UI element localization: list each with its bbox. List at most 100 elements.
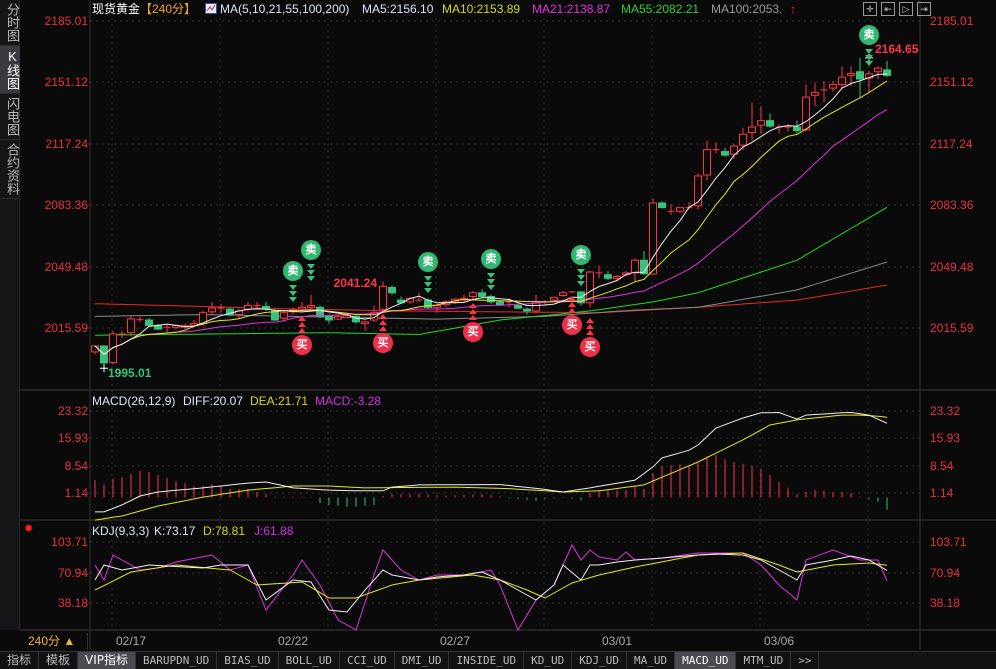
sell-signal-icon[interactable]: 卖 — [859, 24, 879, 45]
buy-signal-icon[interactable]: 买 — [562, 314, 582, 335]
sidebar-item-flash[interactable]: 闪电图 — [0, 94, 20, 140]
buy-signal-icon[interactable]: 买 — [580, 337, 600, 358]
candle — [748, 102, 756, 141]
sidebar-item-contract-info[interactable]: 合约资料 — [0, 140, 20, 199]
high-price-label: 2164.65 — [875, 41, 919, 56]
sidebar-item-kline[interactable]: K线图 — [0, 46, 20, 94]
ma55-value: MA55:2082.21 — [621, 2, 700, 16]
candle — [793, 120, 801, 134]
candle-body — [604, 274, 612, 279]
candle-body — [757, 120, 765, 126]
ma-chart-icon[interactable] — [205, 3, 217, 14]
buy-signal-icon[interactable]: 买 — [463, 322, 483, 343]
candle-body — [829, 83, 837, 89]
candle-body — [883, 69, 891, 76]
tab-macd[interactable]: MACD_UD — [675, 652, 737, 669]
tab-template[interactable]: 模板 — [39, 652, 79, 669]
candle-body — [550, 296, 558, 301]
buy-arrow-icon — [586, 318, 594, 324]
candle-body — [748, 126, 756, 133]
candle — [559, 291, 567, 297]
tab-kd[interactable]: KD_UD — [524, 652, 573, 669]
play-icon[interactable]: ▷ — [899, 2, 913, 16]
kline-chart[interactable] — [0, 0, 996, 650]
price-axis-label: 2151.12 — [930, 75, 974, 89]
candle-body — [316, 306, 324, 317]
candle-body — [361, 321, 369, 325]
tab-boll[interactable]: BOLL_UD — [279, 652, 340, 669]
sell-signal-icon[interactable]: 卖 — [481, 248, 501, 269]
sell-arrow-icon — [307, 275, 315, 281]
buy-arrow-icon — [568, 295, 576, 301]
time-axis-label: 02/22 — [278, 634, 309, 648]
candle-body — [208, 307, 216, 313]
buy-arrow-icon — [469, 309, 477, 315]
crosshair-icon[interactable]: ✛ — [863, 2, 877, 16]
price-axis-label: 2015.59 — [930, 321, 974, 335]
candle — [280, 310, 288, 322]
buy-arrow-icon — [469, 303, 477, 309]
sell-signal-icon[interactable]: 卖 — [283, 261, 303, 282]
zoom-start-icon[interactable]: ⇤ — [881, 2, 895, 16]
candle — [577, 291, 585, 306]
kdj-j: J:61.88 — [254, 524, 294, 538]
sell-arrow-icon — [487, 272, 495, 278]
candle — [136, 316, 144, 322]
sidebar-item-timeshare[interactable]: 分时图 — [0, 0, 20, 46]
sell-signal-icon[interactable]: 卖 — [418, 252, 438, 273]
sell-arrow-icon — [289, 291, 297, 297]
sell-signal-icon[interactable]: 卖 — [571, 245, 591, 266]
candle — [658, 201, 666, 209]
sell-arrow-icon — [577, 281, 585, 287]
tab-ma[interactable]: MA_UD — [627, 652, 676, 669]
candle — [694, 173, 702, 210]
candle — [703, 140, 711, 181]
tab-indicator[interactable]: 指标 — [0, 652, 40, 669]
tab-inside[interactable]: INSIDE_UD — [449, 652, 525, 669]
buy-signal-icon[interactable]: 买 — [373, 332, 393, 353]
macd-axis-label: 15.93 — [57, 431, 88, 445]
candle — [325, 314, 333, 324]
price-axis-label: 2185.01 — [930, 14, 974, 28]
sell-arrow-icon — [424, 288, 432, 294]
tab-more[interactable]: >> — [791, 652, 820, 669]
candle-body — [127, 318, 135, 334]
tab-mtm[interactable]: MTM_UD — [736, 652, 792, 669]
buy-arrow-icon — [298, 315, 306, 321]
sell-signal-icon[interactable]: 卖 — [301, 239, 321, 260]
candle — [388, 285, 396, 295]
price-axis-label: 2083.36 — [930, 198, 974, 212]
ma21-line — [94, 109, 888, 356]
candle-body — [694, 175, 702, 207]
time-axis-label: 02/17 — [116, 634, 147, 648]
buy-arrow-icon — [586, 330, 594, 336]
candle — [712, 142, 720, 154]
up-arrow-icon[interactable]: ↑ — [790, 2, 796, 16]
exit-icon[interactable]: ⇥ — [917, 2, 931, 16]
period-selector[interactable]: 240分 ▲ — [22, 633, 88, 650]
tab-barupdn[interactable]: BARUPDN_UD — [136, 652, 218, 669]
buy-arrow-icon — [568, 307, 576, 313]
candle-body — [613, 276, 621, 279]
candle — [640, 251, 648, 275]
tab-kdj[interactable]: KDJ_UD — [572, 652, 627, 669]
indicator-settings-icon[interactable]: ✹ — [24, 523, 34, 535]
tab-bias[interactable]: BIAS_UD — [217, 652, 279, 669]
candle-body — [721, 150, 729, 156]
tab-cci[interactable]: CCI_UD — [340, 652, 395, 669]
ma200-line — [94, 284, 888, 314]
price-axis-label: 2015.59 — [44, 321, 88, 335]
buy-signal-icon[interactable]: 买 — [292, 334, 312, 355]
candle — [820, 80, 828, 103]
candle — [757, 106, 765, 134]
candle-body — [631, 259, 639, 274]
tab-dmi[interactable]: DMI_UD — [395, 652, 450, 669]
sell-arrow-icon — [307, 269, 315, 275]
tab-vip-indicator[interactable]: VIP指标 — [78, 652, 137, 669]
candle — [397, 296, 405, 304]
candle — [667, 204, 675, 215]
k-line — [94, 553, 888, 613]
candle — [271, 309, 279, 321]
candle — [586, 271, 594, 308]
candle-body — [586, 271, 594, 304]
